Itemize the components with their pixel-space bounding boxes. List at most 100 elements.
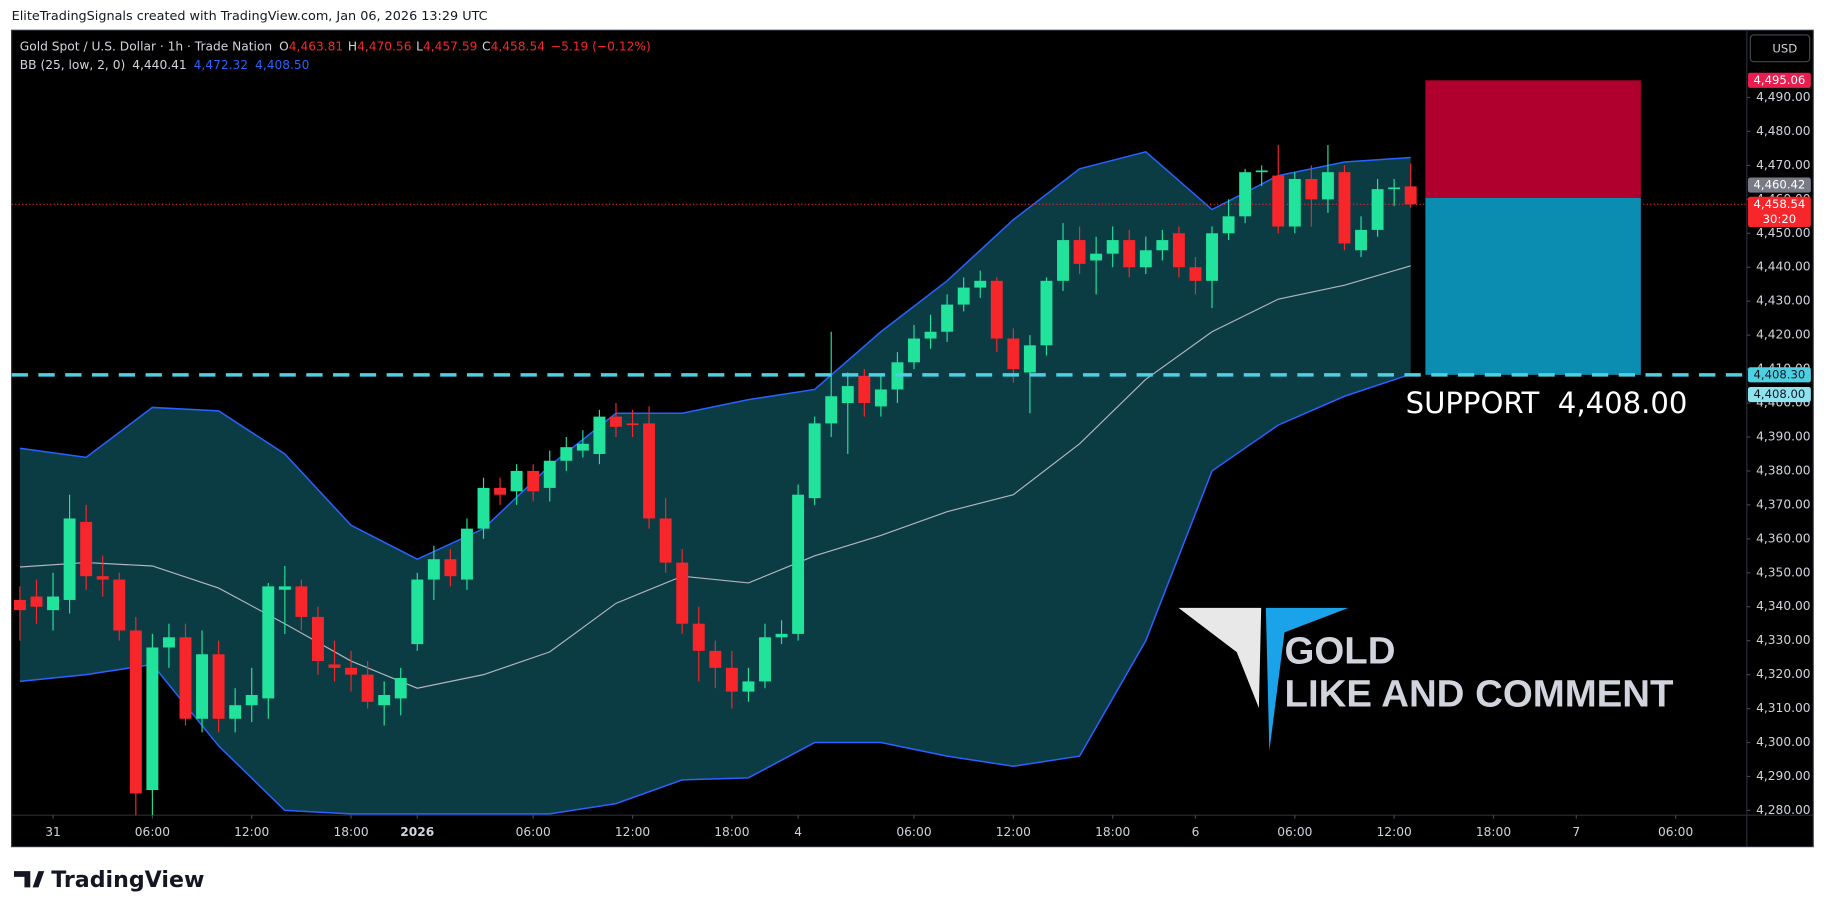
- candle-body: [742, 681, 755, 692]
- y-tick-label: 4,370.00: [1756, 497, 1810, 511]
- candle-body: [162, 637, 175, 648]
- x-tick-label: 06:00: [516, 825, 551, 839]
- candle-body: [759, 637, 771, 682]
- candle-body: [146, 647, 159, 791]
- candle-body: [1139, 250, 1152, 268]
- x-tick-label: 06:00: [1658, 825, 1693, 839]
- candle-body: [510, 470, 523, 492]
- x-tick-label: 12:00: [234, 825, 269, 839]
- candle-body: [113, 579, 126, 631]
- candle-body: [676, 562, 689, 624]
- candle-body: [129, 630, 142, 794]
- price-badge-label: 4,458.54: [1754, 197, 1806, 211]
- legend-key: H: [348, 39, 357, 53]
- currency-label[interactable]: USD: [1772, 41, 1797, 55]
- price-badge: [1747, 177, 1811, 193]
- band-upper: [19, 150, 1411, 561]
- currency-button[interactable]: [1749, 34, 1811, 63]
- candle-body: [1355, 229, 1367, 251]
- x-tick-label: 7: [1572, 825, 1580, 839]
- candle-body: [1172, 233, 1185, 268]
- candle-body: [1321, 172, 1334, 200]
- candle-body: [576, 443, 589, 451]
- y-tick-label: 4,360.00: [1756, 531, 1810, 545]
- candle-body: [1057, 240, 1069, 281]
- candle-body: [328, 664, 341, 668]
- y-tick-label: 4,490.00: [1756, 90, 1810, 104]
- candle-body: [990, 280, 1003, 339]
- logo-shape: [1265, 607, 1349, 752]
- watermark-logo: [1178, 607, 1349, 752]
- price-badge: [1747, 72, 1811, 88]
- legend-value: 4,470.56: [357, 39, 411, 53]
- y-tick-label: 4,420.00: [1756, 328, 1810, 342]
- candle-body: [378, 694, 391, 706]
- x-tick-label: 12:00: [1377, 825, 1412, 839]
- price-badge-label: 4,408.00: [1754, 387, 1806, 401]
- y-tick-label: 4,300.00: [1756, 735, 1810, 749]
- candle-body: [427, 559, 440, 580]
- y-tick-label: 4,350.00: [1756, 565, 1810, 579]
- candle-body: [1222, 216, 1235, 234]
- y-tick-label: 4,470.00: [1756, 158, 1810, 172]
- candle-body: [1388, 187, 1401, 190]
- y-tick-label: 4,480.00: [1756, 124, 1810, 138]
- candle-body: [543, 460, 556, 488]
- y-tick-label: 4,330.00: [1756, 633, 1810, 647]
- candle-body: [345, 667, 358, 675]
- logo-text: TradingView: [51, 867, 204, 893]
- y-tick-label: 4,390.00: [1756, 429, 1810, 443]
- legend-change: −5.19 (−0.12%): [551, 39, 651, 53]
- candle-body: [1040, 280, 1053, 346]
- candle-body: [80, 521, 93, 577]
- x-tick-label: 06:00: [1277, 825, 1312, 839]
- candle-body: [311, 616, 324, 662]
- x-tick-label: 12:00: [615, 825, 650, 839]
- y-tick-label: 4,380.00: [1756, 463, 1810, 477]
- logo-mark: [13, 871, 45, 888]
- legend: BB (25, low, 2, 0) 4,440.41 4,472.32 4,408.…: [20, 58, 310, 72]
- candle-body: [858, 375, 871, 404]
- candle-body: [30, 596, 43, 607]
- candle-body: [1090, 253, 1103, 261]
- indicator-label: BB (25, low, 2, 0): [20, 58, 125, 72]
- candle-body: [1106, 240, 1119, 254]
- candle-body: [1023, 345, 1036, 373]
- price-badge: [1747, 367, 1811, 383]
- y-tick-label: 4,440.00: [1756, 260, 1810, 274]
- candle-body: [179, 637, 192, 719]
- candle-body: [626, 423, 639, 426]
- candle-body: [974, 280, 987, 288]
- y-tick-label: 4,450.00: [1756, 226, 1810, 240]
- candle-body: [957, 287, 970, 305]
- candle-body: [1404, 186, 1417, 205]
- indicator-value: 4,472.32: [194, 58, 248, 72]
- y-tick-label: 4,320.00: [1756, 667, 1810, 681]
- legend-value: 4,458.54: [491, 39, 546, 53]
- candle-body: [808, 423, 821, 499]
- band-lower: [19, 373, 1411, 815]
- x-tick-label: 06:00: [896, 825, 931, 839]
- candle-body: [659, 518, 672, 563]
- countdown: 30:20: [1763, 212, 1797, 226]
- candle-body: [527, 470, 540, 492]
- x-tick-label: 06:00: [135, 825, 170, 839]
- candle-body: [63, 518, 76, 600]
- credit: EliteTradingSignals created with Trading…: [12, 9, 488, 24]
- candle-body: [1206, 233, 1218, 281]
- candle-body: [494, 487, 507, 495]
- legend-key: C: [482, 39, 491, 53]
- candle-body: [96, 576, 109, 580]
- position-target-zone: [1425, 197, 1641, 375]
- candle-body: [1007, 338, 1020, 370]
- price-badge-label: 4,460.42: [1754, 178, 1806, 192]
- candle-body: [1156, 240, 1169, 251]
- legend-value: 4,457.59: [423, 39, 477, 53]
- candle-body: [278, 586, 291, 590]
- position-stop-zone: [1425, 80, 1641, 198]
- candle-body: [610, 416, 622, 427]
- candle-body: [908, 338, 920, 363]
- candle-body: [1371, 189, 1384, 230]
- y-tick-label: 4,280.00: [1756, 803, 1810, 817]
